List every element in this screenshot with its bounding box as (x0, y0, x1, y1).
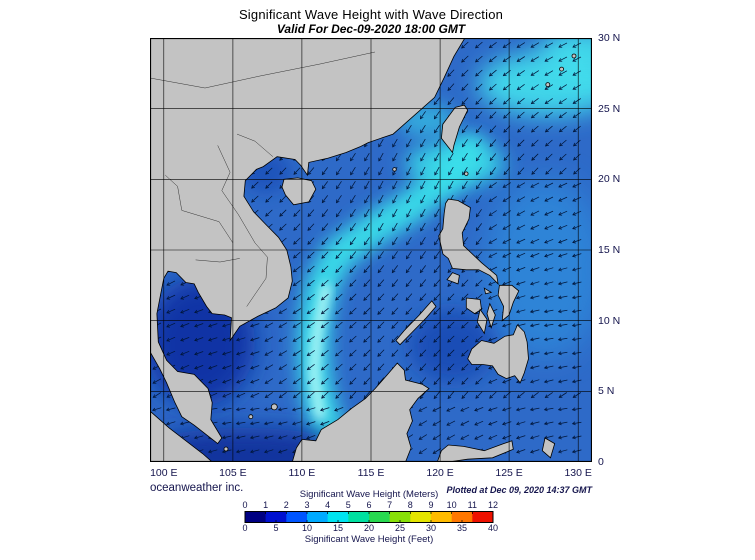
colorbar-cell-8 (410, 511, 432, 523)
wave-map-canvas (150, 38, 592, 462)
landmass-sulawesi (436, 440, 514, 462)
colorbar-cell-10 (451, 511, 473, 523)
lat-label-5: 5 N (598, 385, 615, 398)
river-mekong (165, 174, 234, 244)
landmass-negros (476, 308, 488, 335)
field-luzon-strait-high (405, 142, 505, 186)
lat-label-20: 20 N (598, 173, 621, 186)
feet-tick-10: 10 (301, 523, 313, 533)
colorbar-cell-2 (286, 511, 308, 523)
lon-label-115: 115 E (357, 467, 385, 479)
meters-tick-0: 0 (242, 500, 248, 510)
lon-label-105: 105 E (219, 467, 247, 479)
island-ryukyu-1 (545, 82, 551, 87)
colorbar-cell-7 (389, 511, 411, 523)
colorbar-cell-3 (307, 511, 328, 523)
feet-tick-15: 15 (332, 523, 344, 533)
feet-tick-35: 35 (456, 523, 468, 533)
landmass-cebu (486, 302, 496, 330)
feet-tick-40: 40 (487, 523, 499, 533)
feet-tick-0: 0 (242, 523, 248, 533)
landmass-halmahera (541, 437, 556, 459)
meters-tick-1: 1 (263, 500, 269, 510)
meters-tick-10: 10 (446, 500, 457, 510)
border-china-vietnam (236, 133, 274, 157)
meters-tick-2: 2 (283, 500, 289, 510)
colorbar-cell-0 (245, 511, 266, 523)
lon-label-125: 125 E (495, 467, 523, 479)
island-batanes (464, 171, 469, 176)
landmass-taiwan (440, 104, 469, 154)
island-ryukyu-2 (559, 66, 565, 72)
colorbar-cell-1 (265, 511, 287, 523)
landmass-mindoro (446, 272, 460, 285)
landmass-sumatra (150, 410, 213, 462)
valid-time-subtitle: Valid For Dec-09-2020 18:00 GMT (276, 22, 466, 36)
landmass-palawan (395, 300, 437, 346)
meters-tick-8: 8 (407, 500, 413, 510)
page-title: Significant Wave Height with Wave Direct… (238, 7, 504, 22)
landmass-panay (465, 297, 482, 315)
island-natuna (270, 403, 278, 411)
landmass-asia-mainland (150, 38, 466, 445)
lon-label-100: 100 E (150, 467, 178, 479)
credit-text: oceanweather inc. (150, 482, 244, 494)
border-vietnam-laos-cambodia (217, 145, 268, 307)
feet-tick-25: 25 (394, 523, 406, 533)
legend-meters-ticks: 0 1 2 3 4 5 6 7 8 9 10 11 12 (242, 500, 499, 511)
island-riau (223, 446, 229, 452)
colorbar (244, 511, 494, 523)
landmasses (150, 38, 577, 462)
island-anambas (248, 414, 254, 420)
country-borders (150, 51, 376, 307)
colorbar-cell-11 (472, 511, 494, 523)
landmass-borneo (291, 362, 430, 462)
lat-label-10: 10 N (598, 314, 621, 327)
river-yangtze (150, 51, 376, 89)
landmass-mindanao (467, 324, 529, 384)
island-pratas (392, 167, 397, 172)
map-area: 30 N 25 N 20 N 15 N 10 N 5 N 0 100 E 105 E 110 E 1… (150, 32, 620, 479)
lat-label-25: 25 N (598, 102, 621, 115)
colorbar-cell-4 (327, 511, 349, 523)
meters-tick-3: 3 (304, 500, 310, 510)
lon-label-110: 110 E (288, 467, 316, 479)
meters-tick-5: 5 (345, 500, 351, 510)
lon-label-120: 120 E (426, 467, 454, 479)
meters-tick-4: 4 (325, 500, 331, 510)
landmass-luzon (438, 198, 499, 286)
meters-tick-7: 7 (387, 500, 393, 510)
field-band-core (309, 283, 331, 421)
island-ryukyu-3 (571, 53, 577, 59)
feet-tick-30: 30 (425, 523, 437, 533)
meters-tick-6: 6 (366, 500, 372, 510)
field-ne-corner-high (540, 38, 592, 76)
lon-label-130: 130 E (564, 467, 592, 479)
meters-tick-11: 11 (467, 500, 477, 510)
colorbar-cell-6 (369, 511, 390, 523)
legend-feet-ticks: 0 5 10 15 20 25 30 35 40 (242, 523, 499, 534)
meters-tick-9: 9 (428, 500, 434, 510)
landmass-hainan (281, 177, 317, 206)
legend-feet-title: Significant Wave Height (Feet) (304, 534, 434, 545)
lat-label-15: 15 N (598, 244, 621, 256)
graticule (150, 38, 592, 462)
map-frame (150, 38, 592, 462)
landmass-masbate (483, 287, 493, 295)
lat-label-0: 0 (598, 456, 604, 468)
colorbar-cell-9 (431, 511, 452, 523)
meters-tick-12: 12 (487, 500, 499, 510)
colorbar-cell-5 (348, 511, 370, 523)
plot-timestamp: Plotted at Dec 09, 2020 14:37 GMT (446, 485, 592, 495)
feet-tick-5: 5 (273, 523, 279, 533)
feet-tick-20: 20 (363, 523, 375, 533)
lat-label-30: 30 N (598, 32, 621, 44)
legend-meters-title: Significant Wave Height (Meters) (299, 489, 439, 500)
